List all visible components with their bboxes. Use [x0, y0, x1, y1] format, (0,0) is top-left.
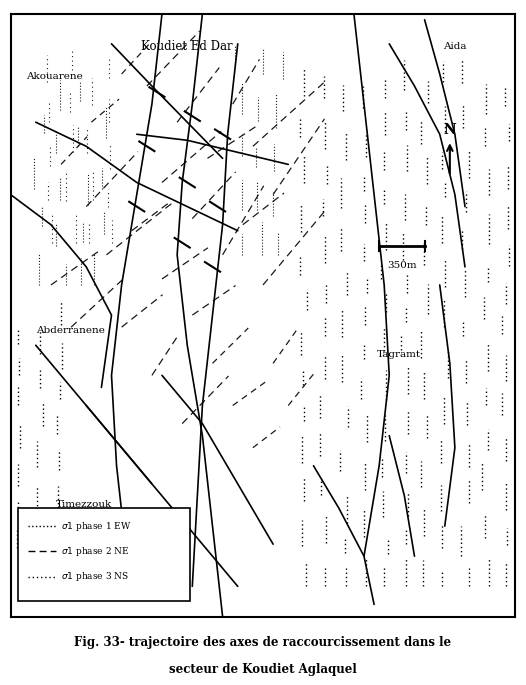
Text: Akouarene: Akouarene: [26, 73, 83, 82]
Text: $\sigma1$ phase 3 NS: $\sigma1$ phase 3 NS: [61, 570, 129, 583]
Text: Koudiet Ed Dar: Koudiet Ed Dar: [141, 40, 233, 53]
Text: 350m: 350m: [387, 261, 417, 270]
Text: Aida: Aida: [443, 42, 467, 51]
Text: secteur de Koudiet Aglaquel: secteur de Koudiet Aglaquel: [169, 664, 357, 676]
Text: Abderranene: Abderranene: [36, 325, 105, 335]
Text: $\sigma1$ phase 2 NE: $\sigma1$ phase 2 NE: [61, 545, 129, 558]
Text: N: N: [443, 123, 456, 137]
Text: Fig. 33- trajectoire des axes de raccourcissement dans le: Fig. 33- trajectoire des axes de raccour…: [75, 636, 451, 649]
Text: Tagramt: Tagramt: [377, 350, 421, 359]
Text: $\sigma1$ phase 1 EW: $\sigma1$ phase 1 EW: [61, 520, 132, 532]
Text: Timezzouk: Timezzouk: [56, 501, 112, 510]
FancyBboxPatch shape: [18, 508, 190, 601]
